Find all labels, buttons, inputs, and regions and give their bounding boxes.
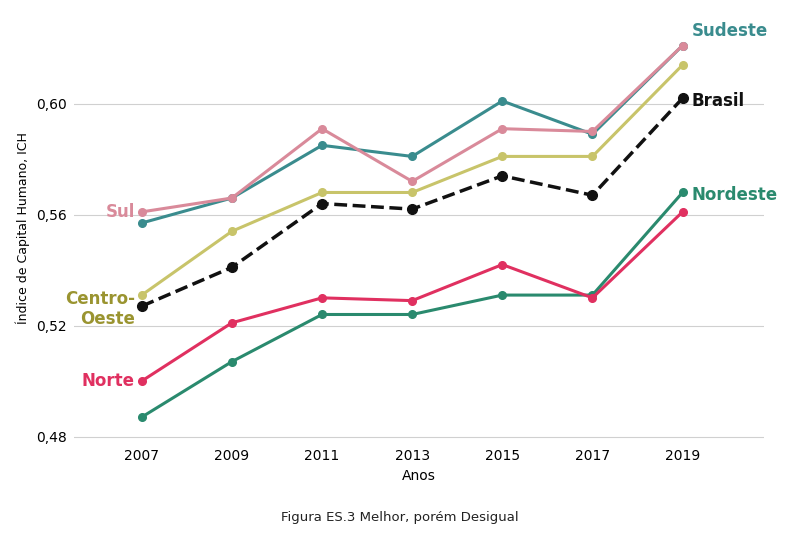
Text: Brasil: Brasil	[691, 92, 745, 110]
Text: Sul: Sul	[106, 203, 135, 221]
Text: Norte: Norte	[82, 372, 135, 390]
Text: Figura ES.3 Melhor, porém Desigual: Figura ES.3 Melhor, porém Desigual	[281, 511, 519, 524]
Text: Nordeste: Nordeste	[691, 186, 778, 204]
Text: Sudeste: Sudeste	[691, 22, 768, 40]
X-axis label: Anos: Anos	[402, 469, 436, 483]
Text: Centro-
Oeste: Centro- Oeste	[65, 291, 135, 327]
Y-axis label: Índice de Capital Humano, ICH: Índice de Capital Humano, ICH	[15, 133, 30, 324]
